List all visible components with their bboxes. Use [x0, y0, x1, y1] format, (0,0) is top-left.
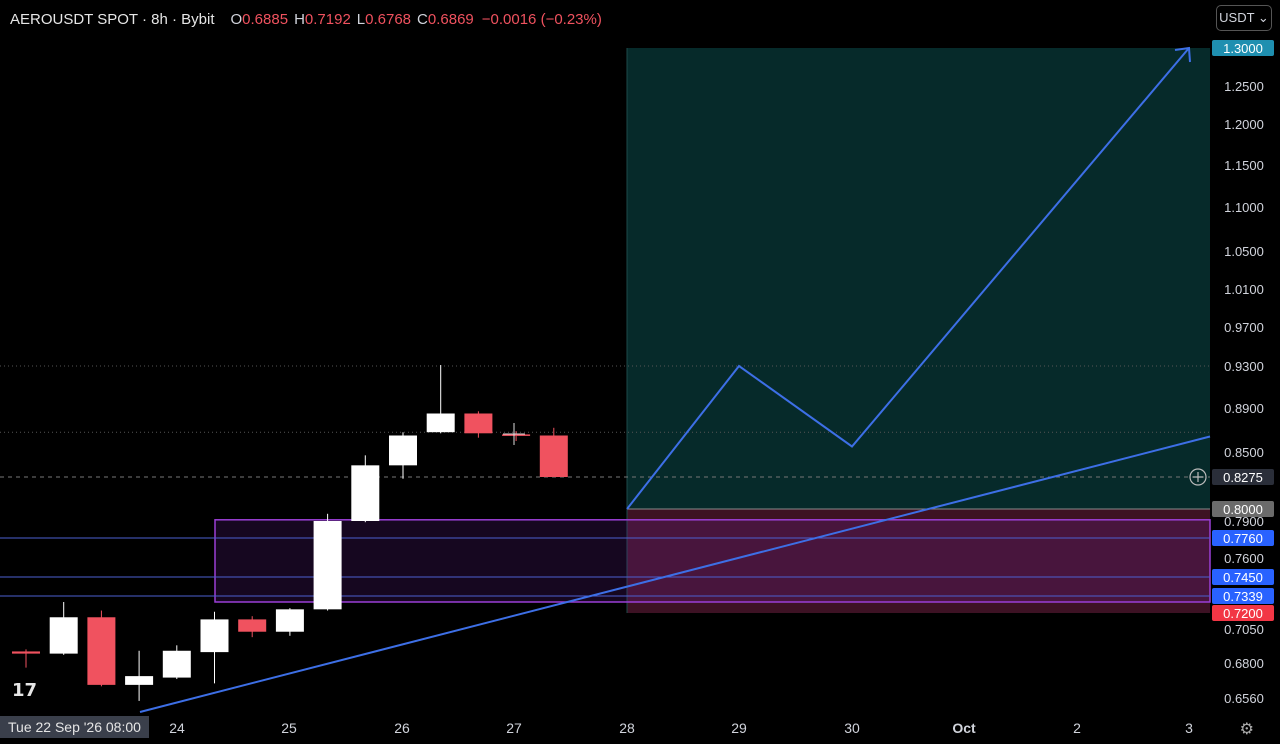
price-tick-label: 1.2000	[1224, 117, 1264, 132]
price-label-badge	[1212, 469, 1274, 485]
price-tick-label: 0.8900	[1224, 401, 1264, 416]
low-value: 0.6768	[365, 10, 412, 28]
open-value: 0.6885	[242, 10, 289, 28]
symbol-title[interactable]: AEROUSDT SPOT · 8h · Bybit	[10, 10, 215, 28]
candle-body	[125, 676, 154, 685]
candle-body	[87, 617, 116, 685]
low-label: L	[356, 10, 366, 28]
price-label-text: 1.3000	[1223, 41, 1263, 56]
candle-body	[426, 413, 455, 433]
candle-body	[464, 413, 493, 434]
price-tick-label: 1.0100	[1224, 282, 1264, 297]
price-label-badge	[1212, 605, 1274, 621]
time-tick-label: 27	[506, 720, 522, 736]
time-tick-label: 30	[844, 720, 860, 736]
crosshair-date-label: Tue 22 Sep '26 08:00	[0, 716, 149, 738]
price-tick-label: 0.6560	[1224, 691, 1264, 706]
target-zone	[627, 48, 1210, 509]
candle-body	[275, 609, 304, 632]
add-alert-plus	[1193, 472, 1203, 482]
price-tick-label: 0.7050	[1224, 622, 1264, 637]
price-label-badge	[1212, 588, 1274, 604]
price-tick-label: 0.9300	[1224, 359, 1264, 374]
price-tick-label: 0.7900	[1224, 514, 1264, 529]
high-label: H	[294, 10, 305, 28]
close-value: 0.6869	[427, 10, 474, 28]
time-tick-label: 3	[1185, 720, 1193, 736]
price-label-badge	[1212, 569, 1274, 585]
price-label-badge	[1212, 501, 1274, 517]
candle-body	[389, 435, 417, 466]
price-label-text: 0.7760	[1223, 531, 1263, 546]
trendline	[139, 435, 1211, 713]
price-tick-label: 1.1500	[1224, 158, 1264, 173]
close-label: C	[417, 10, 428, 28]
candle-body	[539, 435, 568, 477]
candle-body	[238, 619, 267, 632]
price-tick-label: 1.0500	[1224, 244, 1264, 259]
price-label-text: 0.8275	[1223, 470, 1263, 485]
price-label-text: 0.8000	[1223, 502, 1263, 517]
price-tick-label: 0.7600	[1224, 551, 1264, 566]
price-label-text: 0.7339	[1223, 589, 1263, 604]
settings-icon[interactable]: ⚙	[1239, 721, 1254, 738]
time-tick-label: 29	[731, 720, 747, 736]
price-tick-label: 1.1000	[1224, 200, 1264, 215]
price-label-badge	[1212, 530, 1274, 546]
tradingview-logo[interactable]: 17	[12, 680, 38, 701]
change-value: −0.0016 (−0.23%)	[481, 10, 602, 28]
candle-body	[351, 465, 380, 521]
currency-dropdown[interactable]: USDT ⌄	[1216, 5, 1272, 31]
candle-body	[12, 651, 40, 654]
candle-body	[502, 434, 531, 436]
price-tick-label: 1.2500	[1224, 79, 1264, 94]
time-tick-label: 25	[281, 720, 297, 736]
price-label-badge	[1212, 40, 1274, 56]
price-label-text: 0.7200	[1223, 606, 1263, 621]
price-tick-label: 0.9700	[1224, 320, 1264, 335]
candle-body	[313, 521, 342, 610]
candle-body	[49, 617, 78, 654]
time-tick-label: 28	[619, 720, 635, 736]
time-tick-label: 24	[169, 720, 185, 736]
time-tick-label: 2	[1073, 720, 1081, 736]
candle-body	[200, 619, 229, 653]
price-tick-label: 0.8500	[1224, 445, 1264, 460]
time-tick-label: Oct	[952, 720, 976, 736]
symbol-header: AEROUSDT SPOT · 8h · Bybit O 0.6885 H 0.71…	[10, 8, 602, 30]
high-value: 0.7192	[304, 10, 351, 28]
projection-path	[626, 47, 1190, 510]
open-label: O	[230, 10, 243, 28]
price-label-text: 0.7450	[1223, 570, 1263, 585]
projection-arrow-head	[1174, 46, 1191, 63]
candle-body	[162, 650, 191, 678]
add-alert-icon	[1189, 468, 1207, 486]
demand-box	[214, 519, 1211, 603]
time-tick-label: 26	[394, 720, 410, 736]
price-tick-label: 0.6800	[1224, 656, 1264, 671]
